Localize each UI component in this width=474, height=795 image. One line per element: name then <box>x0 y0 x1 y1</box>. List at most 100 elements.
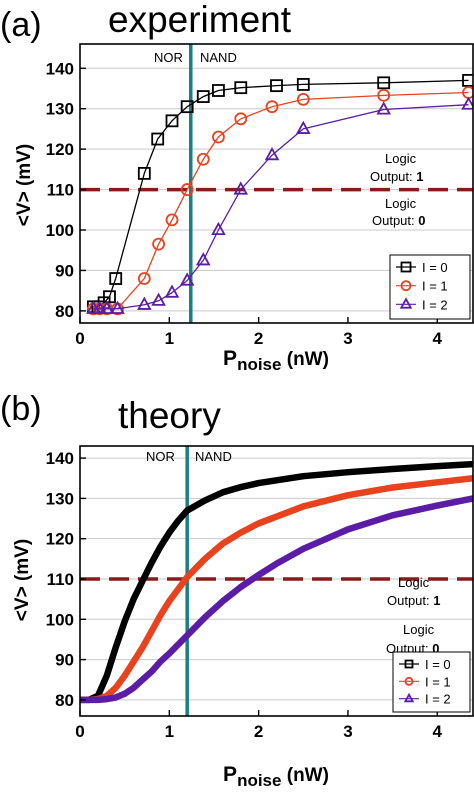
panel-b-series-2-markers <box>80 497 473 701</box>
panel-a-ytick-label-130: 130 <box>46 100 74 119</box>
panel-b-ylabel: <V> (mV) <box>12 539 33 621</box>
panel-a-series-0-point-7 <box>165 114 179 128</box>
panel-a-series-2-point-12 <box>295 120 311 134</box>
panel-b-xlabel: Pnoise (nW) <box>223 763 329 790</box>
panel-a-series-2-point-10 <box>233 181 249 195</box>
panel-b-logic-1-line1: Logic <box>398 575 430 590</box>
panel-a-logic-1-value: 1 <box>416 169 423 184</box>
panel-a-series-2-point-14 <box>461 96 473 110</box>
panel-a-plot-frame <box>79 43 474 324</box>
panel-a-legend: I = 0 I = 1 I = 2 <box>389 254 471 320</box>
panel-b-legend-label-2: I = 2 <box>425 692 451 707</box>
panel-b-label: (b) <box>0 390 42 428</box>
panel-a-xtick-label-4: 4 <box>433 329 443 348</box>
panel-a-ytick-label-80: 80 <box>55 302 74 321</box>
panel-a-logic-output-0: Logic Output: 0 <box>372 196 425 228</box>
panel-b-nor-label: NOR <box>146 449 175 464</box>
panel-b-legend-marker-2 <box>403 692 415 703</box>
panel-b-series-0-band <box>80 460 473 704</box>
panel-b-series-1 <box>80 474 473 704</box>
panel-a-ylabel: <V> (mV) <box>14 144 35 226</box>
panel-a-logic-0-line1: Logic <box>385 196 417 211</box>
panel-a-series-2-point-8 <box>195 252 211 266</box>
panel-a-series-1-point-7 <box>180 183 194 196</box>
panel-a-ytick-label-90: 90 <box>55 261 74 280</box>
panel-a-series-1-point-8 <box>196 152 210 166</box>
panel-b-xtick-label-1: 1 <box>165 722 174 741</box>
panel-a-series-2-point-6 <box>164 284 180 298</box>
panel-b-xlabel-unit: (nW) <box>281 765 328 786</box>
panel-a-xtick-label-3: 3 <box>343 329 352 348</box>
panel-a-series-1-point-4 <box>137 272 151 285</box>
panel-a-xtick-label-1: 1 <box>165 329 174 348</box>
panel-b-xlabel-sub: noise <box>237 771 281 790</box>
panel-a-xlabel-unit: (nW) <box>281 349 328 370</box>
panel-b-logic-0-value: 0 <box>432 641 439 656</box>
panel-a-logic-1-line2: Output: 1 <box>370 169 423 184</box>
panel-a-series-0-point-10 <box>212 84 225 97</box>
panel-a-legend-label-2: I = 2 <box>422 297 448 312</box>
panel-a-logic-0-line2: Output: 0 <box>372 213 425 228</box>
panel-a-legend-label-1: I = 1 <box>422 279 448 294</box>
panel-b-ticks: 0 1 2 3 4 80 90 100 110 120 130 140 <box>46 449 443 741</box>
panel-a-ytick-label-110: 110 <box>47 181 74 200</box>
panel-b-logic-1-line2: Output: 1 <box>387 593 440 608</box>
panel-a-legend-label-0: I = 0 <box>422 260 448 275</box>
panel-a-series-0-point-3 <box>103 290 116 304</box>
panel-b-legend-label-0: I = 0 <box>425 657 451 672</box>
panel-a-logic-1-prefix: Output: <box>370 169 416 184</box>
panel-b-ytick-label-140: 140 <box>46 449 74 468</box>
panel-a-series-0-point-13 <box>296 78 310 91</box>
panel-a-series-2-point-5 <box>151 292 166 306</box>
panel-a-ytick-label-120: 120 <box>46 140 74 159</box>
panel-a-series-0-point-12 <box>270 79 283 93</box>
panel-b-legend-label-1: I = 1 <box>425 674 451 689</box>
panel-a-series-2-point-13 <box>376 101 391 115</box>
panel-a-series-0-point-6 <box>151 132 165 146</box>
panel-a-series-0-point-15 <box>462 73 473 87</box>
panel-b-logic-0-line1: Logic <box>403 622 435 637</box>
panel-a-series-0-point-4 <box>109 272 123 285</box>
panel-b-logic-output-1: Logic Output: 1 <box>387 575 440 608</box>
panel-a-ytick-label-100: 100 <box>46 221 74 240</box>
panel-a-nor-label: NOR <box>154 50 183 65</box>
panel-a-series-1-point-10 <box>234 112 248 126</box>
panel-b-ytick-label-90: 90 <box>55 651 74 670</box>
panel-a-series-0-point-8 <box>180 100 194 114</box>
panel-a-logic-output-1: Logic Output: 1 <box>370 151 423 184</box>
panel-a-logic-1-line1: Logic <box>385 151 417 166</box>
panel-b-xtick-label-3: 3 <box>343 722 352 741</box>
panel-a-label: (a) <box>0 6 42 44</box>
panel-b-xtick-label-4: 4 <box>433 722 443 741</box>
panel-b-ytick-label-110: 110 <box>47 570 74 589</box>
panel-a-series-2-point-4 <box>137 296 152 310</box>
panel-b-series-2 <box>80 495 473 704</box>
panel-a-nand-label: NAND <box>200 50 237 65</box>
panel-b-legend-marker-1 <box>404 676 414 686</box>
panel-a-logic-0-prefix: Output: <box>372 213 418 228</box>
panel-a-xlabel-main: P <box>223 347 237 370</box>
panel-a-series-0-point-14 <box>377 76 391 90</box>
panel-b-ytick-label-100: 100 <box>46 610 74 629</box>
panel-b-title: theory <box>118 395 221 436</box>
panel-b-xtick-label-2: 2 <box>254 722 263 741</box>
panel-a-series-0-point-5 <box>137 166 151 180</box>
panel-b-logic-1-prefix: Output: <box>387 593 433 608</box>
panel-a-series-0-line <box>93 79 469 308</box>
panel-b-ytick-label-80: 80 <box>55 691 74 710</box>
panel-a-xtick-label-2: 2 <box>254 329 263 348</box>
panel-b-logic-output-0: Logic Output: 0 <box>386 622 439 656</box>
panel-a-logic-0-value: 0 <box>418 213 425 228</box>
panel-a-series-2-point-7 <box>179 272 195 286</box>
panel-a-series-2-point-9 <box>211 221 226 236</box>
panel-a-series-2-point-11 <box>264 147 280 161</box>
panel-a-series-0-point-9 <box>196 90 210 103</box>
panel-a-series-2-point-1 <box>92 300 107 314</box>
panel-a-series-1-point-12 <box>296 92 310 106</box>
panel-b-xlabel-main: P <box>223 763 237 786</box>
panel-a-series <box>86 73 473 316</box>
panel-b-legend-marker-0 <box>404 659 414 669</box>
panel-a-series-2-point-2 <box>99 300 115 314</box>
